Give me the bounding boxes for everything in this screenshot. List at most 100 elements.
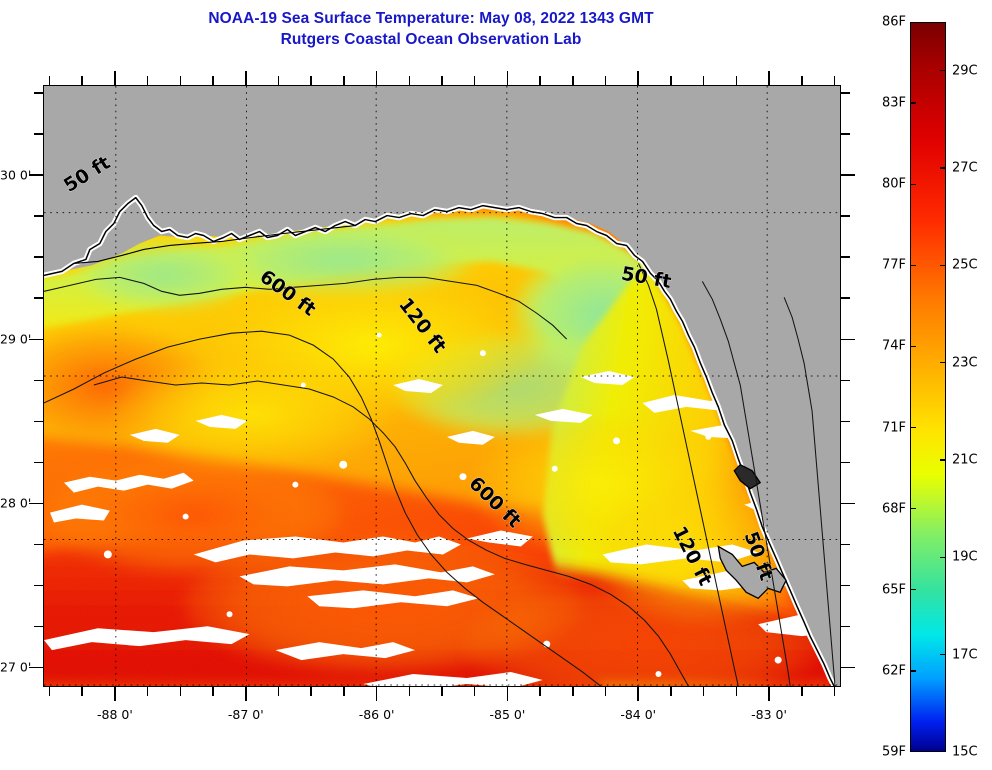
y-tick-right [841, 502, 855, 505]
colorbar-tick-c [940, 459, 946, 461]
x-tick-bottom [801, 687, 803, 696]
x-tick-top [604, 76, 607, 85]
x-tick-bottom [604, 687, 607, 696]
y-axis-label: 27 0' [0, 659, 32, 675]
x-tick-top [801, 76, 803, 85]
colorbar-tick-c [940, 653, 946, 656]
colorbar-label-celsius: 19C [952, 549, 978, 565]
x-tick-top [146, 76, 149, 85]
y-tick-left [34, 215, 43, 217]
figure-title: NOAA-19 Sea Surface Temperature: May 08,… [0, 8, 862, 50]
x-tick-bottom [277, 687, 280, 696]
x-tick-top [408, 76, 411, 85]
colorbar-tick-f [910, 183, 916, 185]
x-tick-bottom [670, 687, 672, 696]
colorbar-label-celsius: 25C [952, 257, 978, 273]
x-tick-top [81, 76, 83, 85]
y-tick-left [34, 92, 43, 94]
y-tick-left [34, 584, 43, 587]
x-tick-bottom [735, 687, 738, 696]
x-tick-top [702, 76, 705, 85]
colorbar-label-fahrenheit: 83F [881, 95, 906, 111]
y-tick-right [841, 584, 850, 587]
colorbar-tick-c [940, 167, 946, 169]
colorbar-label-fahrenheit: 77F [881, 257, 906, 273]
colorbar-label-fahrenheit: 59F [881, 744, 906, 760]
title-line-2: Rutgers Coastal Ocean Observation Lab [280, 31, 582, 48]
colorbar-label-celsius: 21C [952, 452, 978, 468]
y-tick-left [34, 420, 43, 423]
x-tick-top [310, 76, 312, 85]
colorbar-tick-f [910, 264, 916, 267]
y-tick-right [841, 215, 850, 217]
colorbar-label-fahrenheit: 65F [881, 582, 906, 598]
x-tick-bottom [833, 687, 836, 696]
x-tick-bottom [310, 687, 312, 696]
x-tick-top [212, 76, 214, 85]
colorbar-label-fahrenheit: 71F [881, 420, 906, 436]
x-tick-bottom [179, 687, 182, 696]
y-tick-left [34, 297, 43, 299]
x-axis-label: -84 0' [620, 707, 657, 722]
x-tick-top [277, 76, 280, 85]
x-tick-top [245, 71, 247, 85]
x-tick-top [539, 76, 541, 85]
x-tick-top [833, 76, 836, 85]
colorbar-gradient [911, 23, 945, 751]
x-tick-bottom [506, 687, 509, 701]
x-tick-top [375, 71, 378, 85]
colorbar-label-celsius: 15C [952, 744, 978, 760]
title-line-1: NOAA-19 Sea Surface Temperature: May 08,… [208, 10, 654, 27]
colorbar-tick-f [910, 589, 916, 591]
y-tick-right [841, 92, 850, 94]
colorbar-label-celsius: 23C [952, 355, 978, 371]
x-tick-top [441, 76, 443, 85]
x-axis-label: -88 0' [97, 707, 133, 722]
bathymetry-contours [44, 263, 836, 686]
colorbar-label-celsius: 17C [952, 647, 978, 663]
y-tick-left [34, 379, 43, 381]
map-plot-area[interactable]: 50 ft 600 ft 120 ft 50 ft 600 ft 120 ft … [43, 85, 841, 687]
y-tick-left [34, 133, 43, 135]
colorbar-tick-f [910, 426, 916, 429]
x-tick-bottom [114, 687, 116, 701]
colorbar-label-celsius: 27C [952, 160, 978, 176]
y-tick-right [841, 543, 850, 546]
x-tick-bottom [637, 687, 639, 701]
x-tick-top [179, 76, 182, 85]
x-tick-top [735, 76, 738, 85]
cloud-mask [44, 332, 833, 686]
y-tick-right [841, 297, 850, 299]
colorbar-tick-f [910, 507, 916, 510]
y-tick-right [841, 338, 855, 340]
x-tick-bottom [212, 687, 214, 696]
x-tick-top [637, 71, 639, 85]
coastline [44, 194, 837, 686]
colorbar-label-fahrenheit: 74F [881, 338, 906, 354]
gridlines [44, 86, 840, 686]
colorbar-label-fahrenheit: 80F [881, 176, 906, 192]
x-tick-top [506, 71, 509, 85]
x-axis-label: -86 0' [358, 707, 395, 722]
y-tick-left [29, 174, 43, 176]
colorbar-tick-f [910, 345, 916, 348]
colorbar-tick-c [940, 69, 946, 72]
y-tick-right [841, 256, 850, 258]
colorbar-tick-c [940, 556, 946, 559]
y-tick-right [841, 174, 855, 176]
x-tick-top [572, 76, 574, 85]
y-tick-left [29, 338, 43, 340]
y-tick-left [34, 256, 43, 258]
x-tick-bottom [146, 687, 149, 696]
colorbar-tick-c [940, 264, 946, 267]
colorbar-label-fahrenheit: 86F [881, 14, 906, 30]
y-axis-label: 30 0' [0, 167, 32, 183]
sst-raster: 50 ft 600 ft 120 ft 50 ft 600 ft 120 ft … [44, 86, 840, 686]
y-tick-right [841, 379, 850, 381]
x-axis-label: -83 0' [751, 707, 787, 722]
y-tick-left [34, 543, 43, 546]
colorbar[interactable] [910, 22, 946, 752]
x-tick-bottom [81, 687, 83, 696]
x-tick-bottom [408, 687, 411, 696]
